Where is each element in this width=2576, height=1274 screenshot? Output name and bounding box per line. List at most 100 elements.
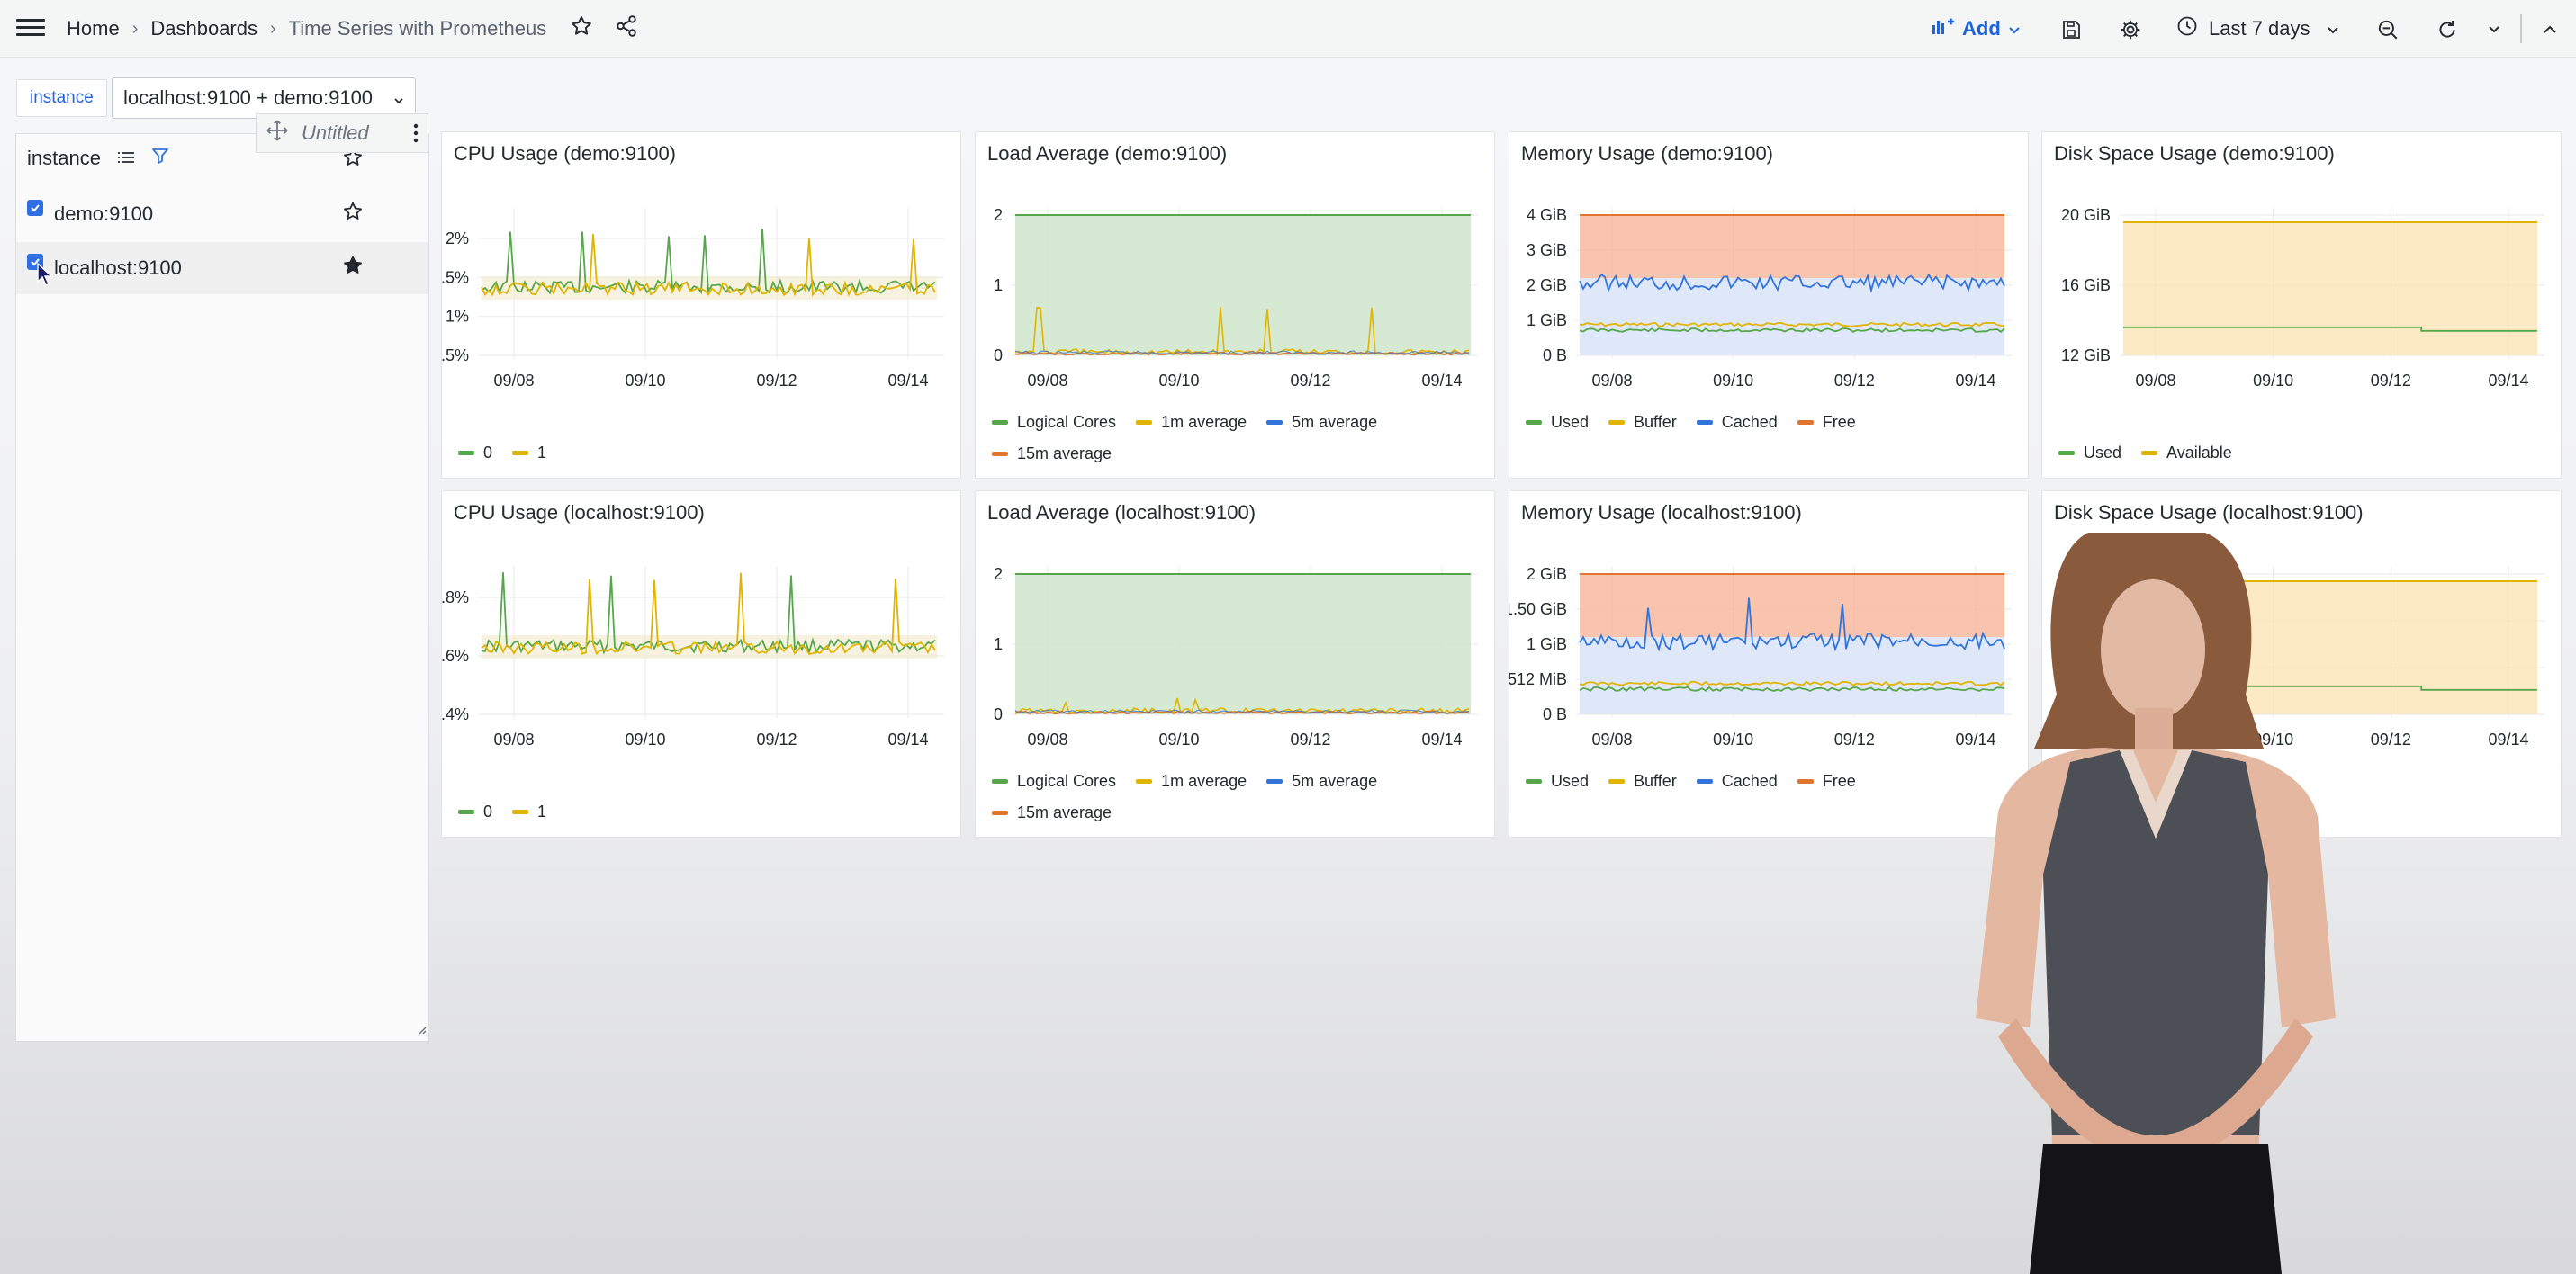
mouse-cursor-icon xyxy=(36,262,54,292)
legend-swatch xyxy=(1696,779,1713,784)
y-tick-label: 0.4% xyxy=(442,705,469,723)
x-tick-label: 09/08 xyxy=(1591,731,1632,749)
star-icon[interactable] xyxy=(570,14,593,43)
save-icon[interactable] xyxy=(2058,16,2085,43)
menu-icon[interactable] xyxy=(16,16,45,41)
legend-item[interactable]: Used xyxy=(2058,444,2121,462)
x-tick-label: 09/10 xyxy=(625,372,665,390)
y-tick-label: 2 GiB xyxy=(1527,565,1567,583)
legend-label: 1m average xyxy=(1161,772,1247,790)
panel-title: CPU Usage (localhost:9100) xyxy=(454,501,705,524)
panel-title: CPU Usage (demo:9100) xyxy=(454,142,677,165)
legend-item[interactable]: Free xyxy=(1797,413,1856,432)
panel-title: Memory Usage (localhost:9100) xyxy=(1521,501,1802,524)
legend-item[interactable]: Used xyxy=(1526,772,1589,791)
instance-variable-select[interactable]: localhost:9100 + demo:9100 xyxy=(112,77,416,119)
panel-load-average-demo-9100[interactable]: 2 1 0 09/08 09/10 09/12 09/14 Load Average (dem… xyxy=(975,131,1495,479)
breadcrumb-home[interactable]: Home xyxy=(67,17,120,40)
add-panel-icon xyxy=(1932,16,1955,41)
list-item[interactable]: localhost:9100 xyxy=(16,242,428,294)
legend-label: 15m average xyxy=(1017,803,1112,821)
time-series-plot: 2 1 0 09/08 09/10 09/12 09/14 xyxy=(994,565,1478,749)
share-icon[interactable] xyxy=(615,14,638,43)
panel-cpu-usage-demo-9100[interactable]: 2% 1.5% 1% 0.5% 09/08 09/10 09/12 09/14 CPU Usag… xyxy=(441,131,961,479)
legend-item[interactable]: 0 xyxy=(458,444,492,462)
refresh-interval-chevron-icon[interactable] xyxy=(2481,16,2508,43)
time-series-plot: 2 1 0 09/08 09/10 09/12 09/14 xyxy=(994,206,1478,390)
breadcrumb-separator-icon: › xyxy=(270,18,276,39)
x-tick-label: 09/08 xyxy=(1027,372,1067,390)
gear-icon[interactable] xyxy=(2117,16,2144,43)
legend-item[interactable]: Free xyxy=(1797,772,1856,791)
panel-title: Memory Usage (demo:9100) xyxy=(1521,142,1774,165)
y-tick-label: 0 B xyxy=(1543,705,1567,723)
legend-swatch xyxy=(1136,779,1153,784)
time-series-plot: 20 GiB 16 GiB 12 GiB 09/08 09/10 09/12 09/14 xyxy=(2061,206,2544,390)
kebab-menu-icon[interactable] xyxy=(413,123,419,148)
legend-item[interactable]: Used xyxy=(1526,413,1589,432)
zoom-out-icon[interactable] xyxy=(2374,16,2401,43)
refresh-icon[interactable] xyxy=(2434,16,2461,43)
legend-item[interactable]: Buffer xyxy=(1608,413,1677,432)
star-filled-icon[interactable] xyxy=(342,255,364,283)
panel-legend: Logical Cores 1m average 5m average 15m ave… xyxy=(992,413,1478,463)
legend-item[interactable]: 5m average xyxy=(1266,772,1377,791)
legend-item[interactable]: Buffer xyxy=(1608,772,1677,791)
legend-item[interactable]: 15m average xyxy=(992,444,1458,463)
legend-item[interactable]: Logical Cores xyxy=(992,772,1116,791)
filter-icon[interactable] xyxy=(151,147,169,170)
legend-label: Used xyxy=(1551,772,1590,790)
add-button[interactable]: Add xyxy=(1932,13,2021,45)
panel-title: Disk Space Usage (demo:9100) xyxy=(2054,142,2335,165)
breadcrumb-dashboards[interactable]: Dashboards xyxy=(150,17,257,40)
toolbar-divider xyxy=(2520,14,2522,43)
variable-value: localhost:9100 + demo:9100 xyxy=(123,86,374,109)
x-tick-label: 09/08 xyxy=(1591,372,1632,390)
panel-memory-usage-localhost-9100[interactable]: 2 GiB 1.50 GiB 1 GiB 512 MiB 0 B 09/08 09/10 09… xyxy=(1509,490,2029,838)
y-tick-label: 2 xyxy=(994,565,1003,583)
legend-item[interactable]: 1 xyxy=(512,803,546,821)
chevron-down-icon xyxy=(2008,17,2021,40)
legend-item[interactable]: 1m average xyxy=(1136,772,1247,791)
y-tick-label: 0.5% xyxy=(442,346,469,364)
panel-disk-space-usage-demo-9100[interactable]: 20 GiB 16 GiB 12 GiB 09/08 09/10 09/12 09/14 Di… xyxy=(2041,131,2562,479)
time-series-plot: 2% 1.5% 1% 0.5% 09/08 09/10 09/12 09/14 xyxy=(442,208,944,390)
legend-item[interactable]: Logical Cores xyxy=(992,413,1116,432)
x-tick-label: 09/10 xyxy=(1158,731,1199,749)
legend-label: 15m average xyxy=(1017,444,1112,462)
legend-item[interactable]: 1m average xyxy=(1136,413,1247,432)
legend-item[interactable]: Cached xyxy=(1696,413,1778,432)
legend-item[interactable]: 1 xyxy=(512,444,546,462)
page-title: Time Series with Prometheus xyxy=(288,17,547,40)
star-icon[interactable] xyxy=(342,147,364,173)
legend-item[interactable]: Cached xyxy=(1696,772,1778,791)
x-tick-label: 09/08 xyxy=(2135,372,2175,390)
panel-cpu-usage-localhost-9100[interactable]: 0.8% 0.6% 0.4% 09/08 09/10 09/12 09/14 CPU Usag… xyxy=(441,490,961,838)
panel-title: Disk Space Usage (localhost:9100) xyxy=(2054,501,2364,524)
list-item-label: localhost:9100 xyxy=(54,256,182,279)
resize-handle-icon[interactable] xyxy=(416,1023,427,1039)
y-tick-label: 1.5% xyxy=(442,268,469,286)
panel-title: Load Average (localhost:9100) xyxy=(987,501,1256,524)
time-range-picker[interactable]: Last 7 days xyxy=(2176,13,2339,45)
y-tick-label: 1.50 GiB xyxy=(1509,600,1567,618)
y-tick-label: 2 GiB xyxy=(1527,276,1567,294)
x-tick-label: 09/14 xyxy=(1955,372,1995,390)
chevron-down-icon xyxy=(393,86,404,110)
y-tick-label: 512 MiB xyxy=(1509,670,1567,688)
sort-icon[interactable] xyxy=(117,147,135,170)
star-icon[interactable] xyxy=(342,201,364,229)
panel-memory-usage-demo-9100[interactable]: 4 GiB 3 GiB 2 GiB 1 GiB 0 B 09/08 09/10 09/12 09… xyxy=(1509,131,2029,479)
legend-item[interactable]: Available xyxy=(2141,444,2232,462)
x-tick-label: 09/14 xyxy=(1421,372,1462,390)
checkbox[interactable] xyxy=(27,200,43,216)
legend-item[interactable]: 5m average xyxy=(1266,413,1377,432)
chevron-up-icon[interactable] xyxy=(2536,16,2563,43)
move-icon[interactable] xyxy=(266,119,289,148)
list-item[interactable]: demo:9100 xyxy=(16,188,428,240)
legend-item[interactable]: 0 xyxy=(458,803,492,821)
legend-swatch xyxy=(1526,420,1542,425)
panel-load-average-localhost-9100[interactable]: 2 1 0 09/08 09/10 09/12 09/14 Load Average (loc… xyxy=(975,490,1495,838)
legend-item[interactable]: 15m average xyxy=(992,803,1458,822)
